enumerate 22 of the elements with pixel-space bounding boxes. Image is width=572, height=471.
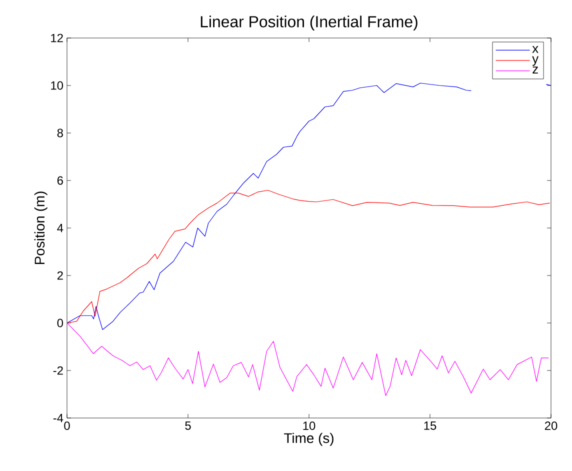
y-tick-label: 6 bbox=[57, 176, 63, 185]
y-tick-label: 10 bbox=[51, 81, 64, 90]
y-axis-title: Position (m) bbox=[34, 192, 48, 264]
x-tick-label: 0 bbox=[64, 422, 70, 430]
legend-label: x bbox=[532, 46, 538, 53]
line-series bbox=[67, 322, 549, 396]
x-tick-label: 5 bbox=[185, 422, 191, 430]
x-tick-label: 20 bbox=[544, 422, 558, 430]
y-tick-label: 2 bbox=[57, 271, 63, 280]
y-tick-label: 4 bbox=[57, 224, 64, 232]
y-tick-label: 12 bbox=[51, 34, 63, 42]
x-axis-title: Time (s) bbox=[284, 432, 334, 446]
x-tick-label: 15 bbox=[424, 422, 436, 430]
chart-title: Linear Position (Inertial Frame) bbox=[200, 16, 418, 30]
legend-label: z bbox=[532, 66, 538, 74]
y-tick-label: -4 bbox=[53, 414, 64, 422]
legend-label: y bbox=[532, 56, 539, 66]
line-series bbox=[67, 190, 550, 324]
y-tick-label: -2 bbox=[53, 366, 63, 375]
y-tick-label: 0 bbox=[57, 318, 64, 328]
x-tick-label: 10 bbox=[303, 422, 316, 430]
y-tick-label: 8 bbox=[57, 128, 63, 138]
